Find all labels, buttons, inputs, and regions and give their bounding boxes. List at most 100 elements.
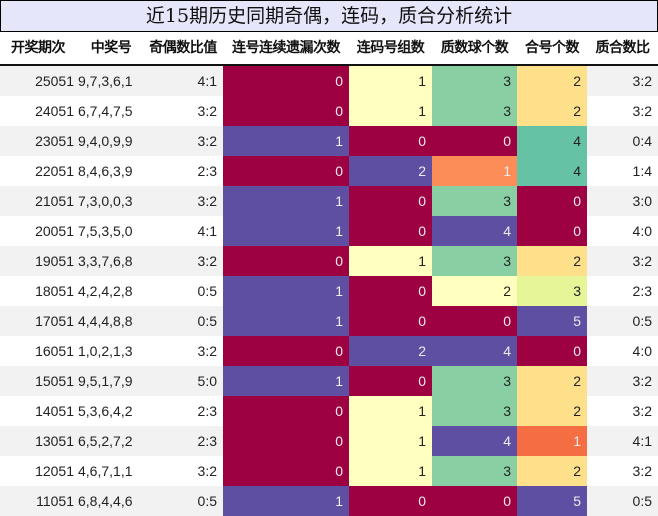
cell-numbers: 9,4,0,9,9 xyxy=(78,133,133,149)
table-header: 开奖期次 中奖号 奇偶数比值 连号连续遗漏次数 连码号组数 质数球个数 合号个数… xyxy=(0,32,658,66)
cell-prime-ratio: 0:5 xyxy=(632,313,652,329)
cell-composite-count: 5 xyxy=(517,306,587,336)
cell-prime-ratio: 3:2 xyxy=(632,403,652,419)
cell-prime-count: 0 xyxy=(432,126,517,156)
cell-odd-even: 3:2 xyxy=(197,463,217,479)
cell-prime-count: 3 xyxy=(432,366,517,396)
cell-numbers: 4,6,7,1,1 xyxy=(78,463,133,479)
cell-prime-count: 1 xyxy=(432,156,517,186)
cell-lianhao-miss: 0 xyxy=(223,96,349,126)
cell-prime-count: 4 xyxy=(432,336,517,366)
cell-lianma-groups: 0 xyxy=(349,486,432,516)
cell-odd-even: 0:5 xyxy=(197,283,217,299)
cell-odd-even: 4:1 xyxy=(197,73,217,89)
table-row: 23051 9,4,0,9,9 3:2 1 0 0 4 0:4 xyxy=(0,126,658,156)
cell-period: 23051 xyxy=(35,133,74,149)
cell-prime-count: 0 xyxy=(432,306,517,336)
cell-numbers: 9,5,1,7,9 xyxy=(78,373,133,389)
cell-prime-ratio: 3:2 xyxy=(632,73,652,89)
cell-prime-count: 2 xyxy=(432,276,517,306)
cell-odd-even: 3:2 xyxy=(197,253,217,269)
cell-composite-count: 2 xyxy=(517,96,587,126)
cell-prime-ratio: 3:0 xyxy=(632,193,652,209)
cell-odd-even: 4:1 xyxy=(197,223,217,239)
cell-prime-count: 3 xyxy=(432,246,517,276)
cell-period: 16051 xyxy=(35,343,74,359)
cell-lianhao-miss: 0 xyxy=(223,456,349,486)
table-row: 14051 5,3,6,4,2 2:3 0 1 3 2 3:2 xyxy=(0,396,658,426)
cell-numbers: 6,7,4,7,5 xyxy=(78,103,133,119)
column-header-numbers: 中奖号 xyxy=(90,40,132,56)
cell-prime-count: 3 xyxy=(432,96,517,126)
cell-odd-even: 3:2 xyxy=(197,133,217,149)
cell-prime-count: 0 xyxy=(432,486,517,516)
table-body: 25051 9,7,3,6,1 4:1 0 1 3 2 3:2 24051 6,7,4,7,5 3:… xyxy=(0,66,658,516)
cell-prime-ratio: 2:3 xyxy=(632,283,652,299)
cell-lianma-groups: 1 xyxy=(349,96,432,126)
cell-prime-ratio: 4:0 xyxy=(632,343,652,359)
cell-period: 11051 xyxy=(36,493,74,509)
cell-period: 15051 xyxy=(35,373,74,389)
cell-prime-count: 3 xyxy=(432,396,517,426)
table-row: 11051 6,8,4,4,6 0:5 1 0 0 5 0:5 xyxy=(0,486,658,516)
cell-lianma-groups: 0 xyxy=(349,186,432,216)
cell-period: 24051 xyxy=(35,103,74,119)
cell-numbers: 9,7,3,6,1 xyxy=(78,73,133,89)
cell-numbers: 7,5,3,5,0 xyxy=(78,223,133,239)
cell-composite-count: 0 xyxy=(517,336,587,366)
cell-composite-count: 2 xyxy=(517,456,587,486)
cell-composite-count: 4 xyxy=(517,156,587,186)
cell-lianhao-miss: 0 xyxy=(223,156,349,186)
table-row: 24051 6,7,4,7,5 3:2 0 1 3 2 3:2 xyxy=(0,96,658,126)
cell-lianhao-miss: 0 xyxy=(223,396,349,426)
cell-lianhao-miss: 1 xyxy=(223,366,349,396)
cell-lianma-groups: 1 xyxy=(349,396,432,426)
cell-lianhao-miss: 1 xyxy=(223,276,349,306)
cell-lianma-groups: 0 xyxy=(349,306,432,336)
cell-composite-count: 0 xyxy=(517,186,587,216)
table-row: 15051 9,5,1,7,9 5:0 1 0 3 2 3:2 xyxy=(0,366,658,396)
cell-numbers: 6,5,2,7,2 xyxy=(78,433,133,449)
table-row: 18051 4,2,4,2,8 0:5 1 0 2 3 2:3 xyxy=(0,276,658,306)
column-header-period: 开奖期次 xyxy=(11,40,66,56)
table-row: 25051 9,7,3,6,1 4:1 0 1 3 2 3:2 xyxy=(0,66,658,96)
column-header-composite-count: 合号个数 xyxy=(525,40,580,56)
cell-prime-ratio: 3:2 xyxy=(632,463,652,479)
cell-numbers: 1,0,2,1,3 xyxy=(78,343,133,359)
table-row: 13051 6,5,2,7,2 2:3 0 1 4 1 4:1 xyxy=(0,426,658,456)
cell-prime-ratio: 4:0 xyxy=(632,223,652,239)
table-row: 20051 7,5,3,5,0 4:1 1 0 4 0 4:0 xyxy=(0,216,658,246)
cell-prime-count: 3 xyxy=(432,186,517,216)
cell-composite-count: 2 xyxy=(517,396,587,426)
cell-lianhao-miss: 0 xyxy=(223,66,349,96)
cell-prime-count: 4 xyxy=(432,216,517,246)
cell-lianma-groups: 2 xyxy=(349,336,432,366)
cell-prime-ratio: 1:4 xyxy=(632,163,652,179)
cell-lianhao-miss: 1 xyxy=(223,216,349,246)
cell-period: 25051 xyxy=(35,73,74,89)
cell-period: 20051 xyxy=(35,223,74,239)
column-header-prime-count: 质数球个数 xyxy=(440,40,509,56)
cell-odd-even: 2:3 xyxy=(197,433,217,449)
table-row: 17051 4,4,4,8,8 0:5 1 0 0 5 0:5 xyxy=(0,306,658,336)
cell-composite-count: 2 xyxy=(517,66,587,96)
table-row: 22051 8,4,6,3,9 2:3 0 2 1 4 1:4 xyxy=(0,156,658,186)
cell-lianma-groups: 1 xyxy=(349,246,432,276)
cell-composite-count: 3 xyxy=(517,276,587,306)
cell-prime-ratio: 0:5 xyxy=(632,493,652,509)
cell-prime-ratio: 0:4 xyxy=(632,133,652,149)
cell-prime-ratio: 3:2 xyxy=(632,373,652,389)
cell-period: 13051 xyxy=(35,433,74,449)
cell-lianhao-miss: 0 xyxy=(223,426,349,456)
cell-lianhao-miss: 0 xyxy=(223,246,349,276)
cell-odd-even: 5:0 xyxy=(197,373,217,389)
cell-numbers: 8,4,6,3,9 xyxy=(78,163,133,179)
column-header-odd-even: 奇偶数比值 xyxy=(149,40,217,56)
cell-numbers: 7,3,0,0,3 xyxy=(78,193,133,209)
cell-numbers: 4,2,4,2,8 xyxy=(78,283,133,299)
table-row: 19051 3,3,7,6,8 3:2 0 1 3 2 3:2 xyxy=(0,246,658,276)
cell-odd-even: 3:2 xyxy=(197,103,217,119)
cell-lianma-groups: 0 xyxy=(349,216,432,246)
cell-composite-count: 1 xyxy=(517,426,587,456)
cell-period: 18051 xyxy=(35,283,74,299)
